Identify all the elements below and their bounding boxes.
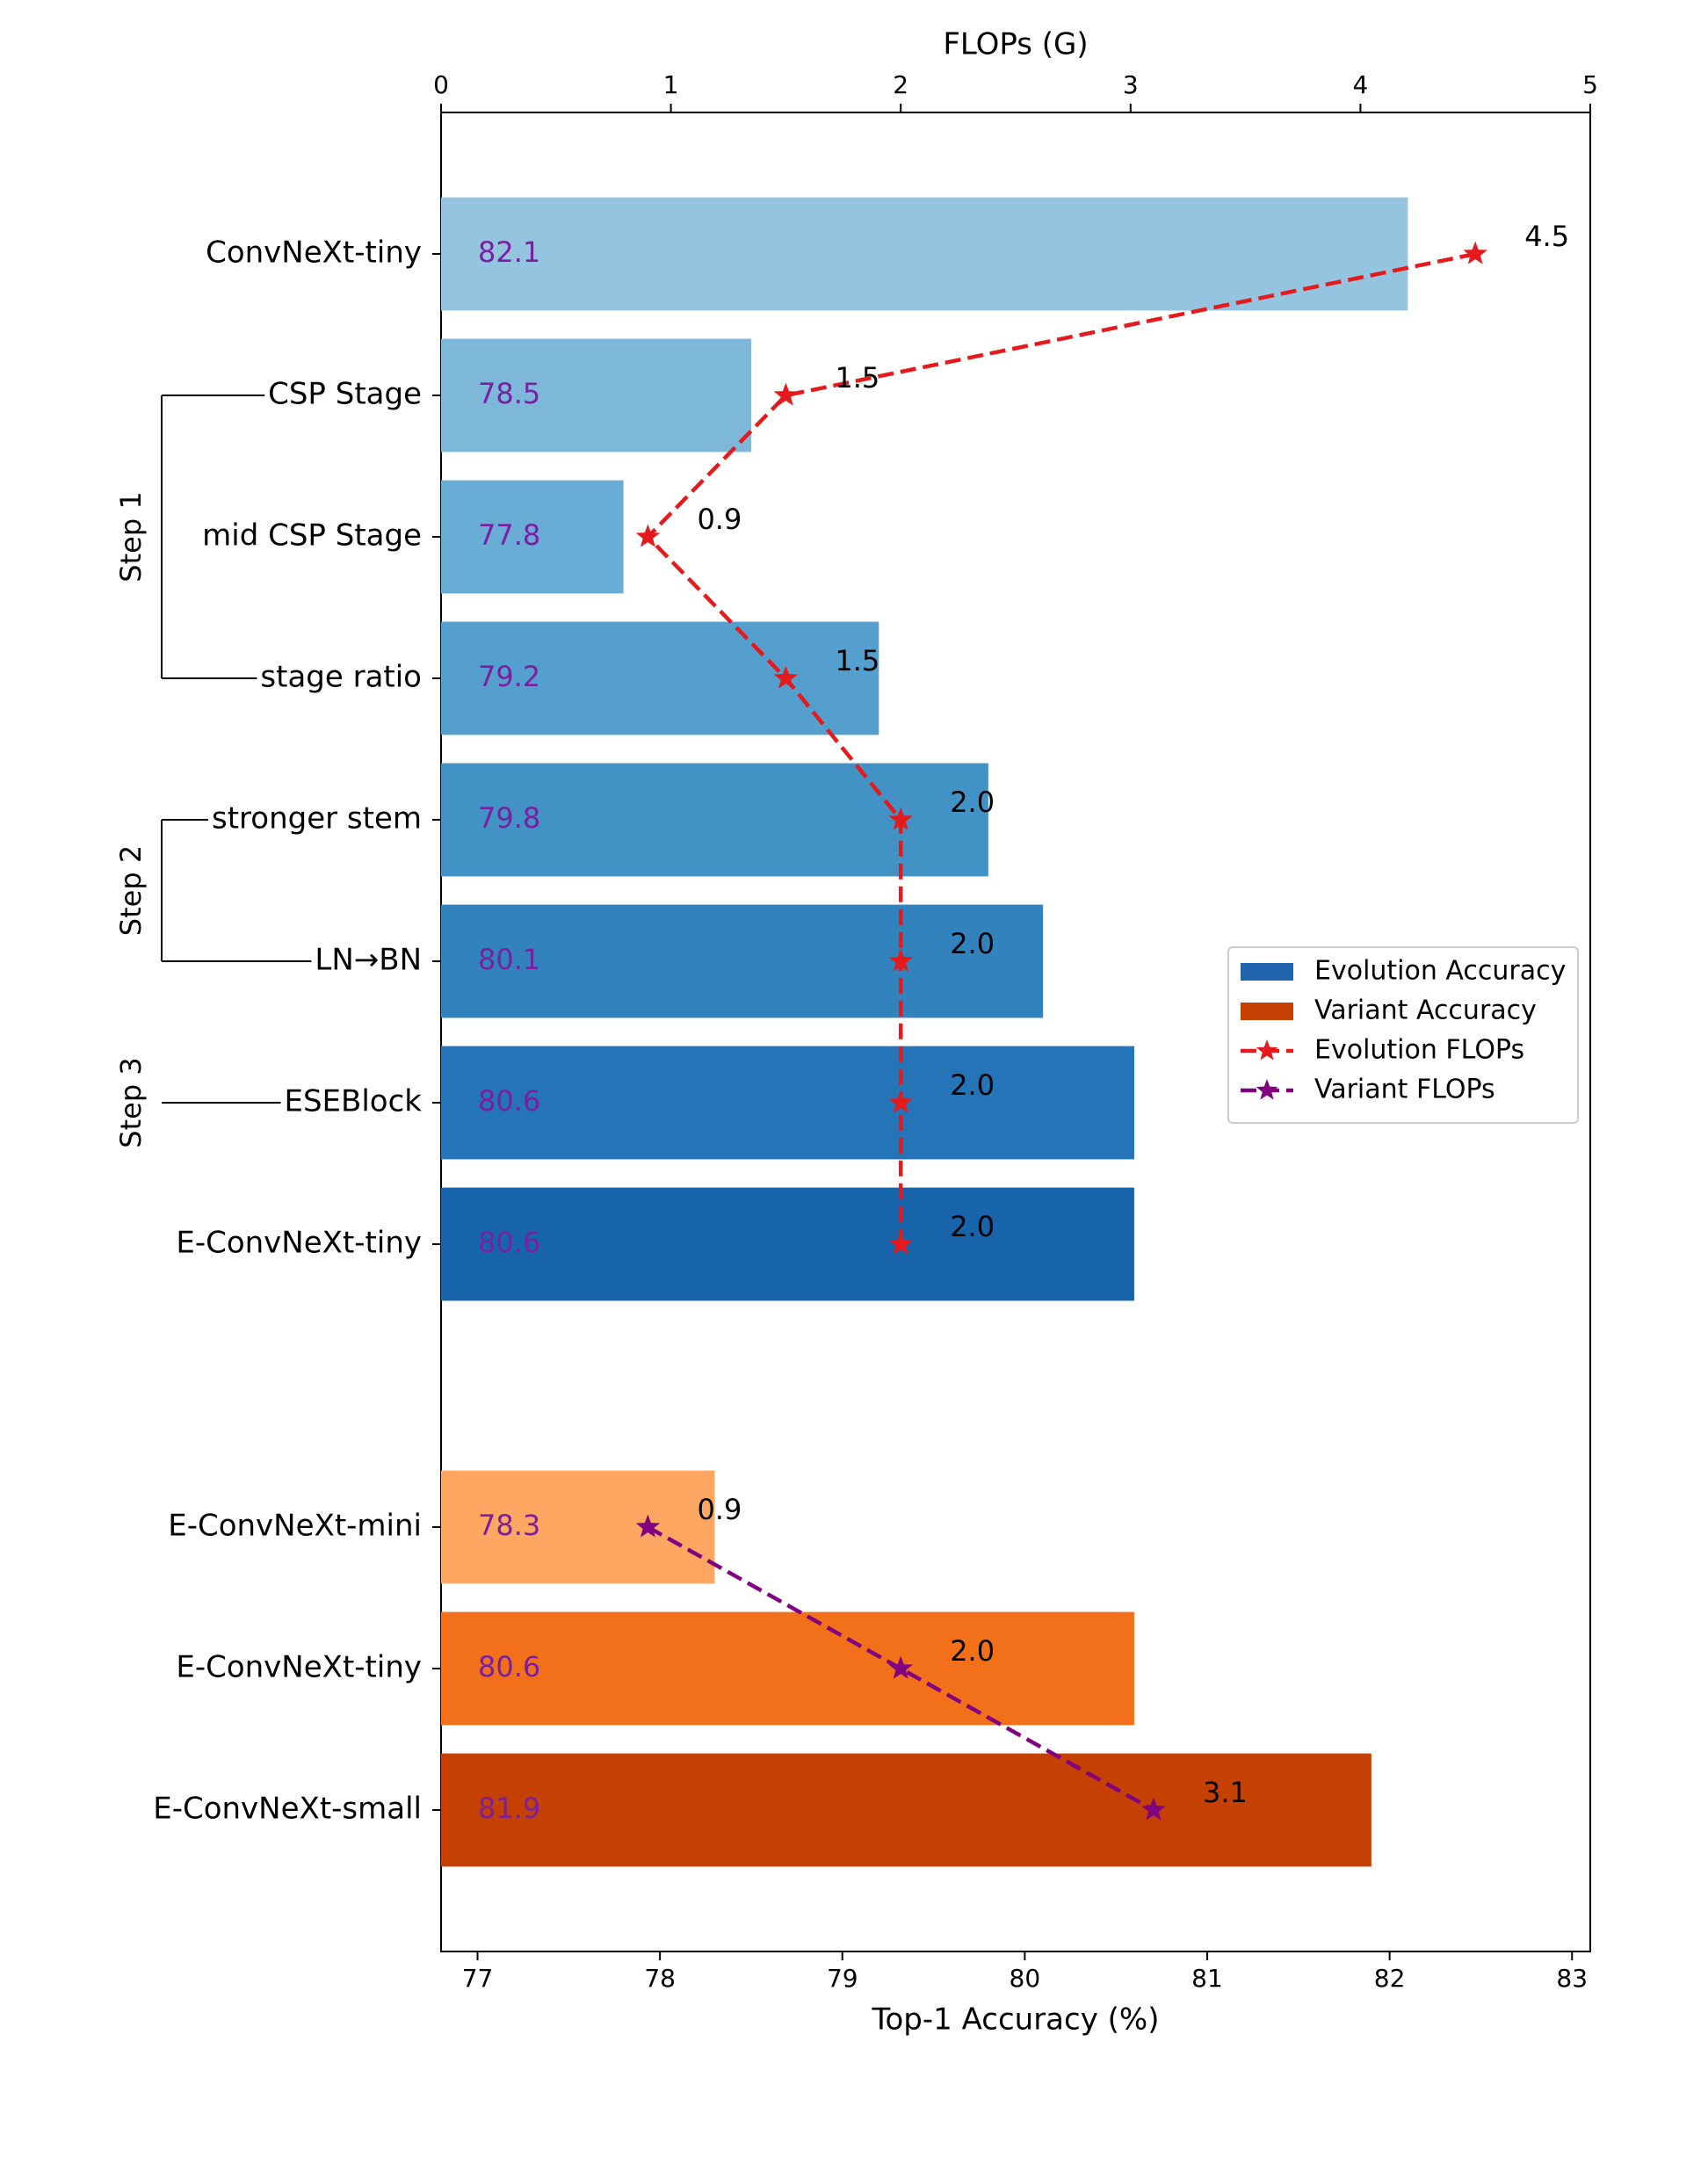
- x-tick-label: 81: [1191, 1964, 1223, 1993]
- bar: [441, 1046, 1134, 1160]
- bar-value-label: 79.8: [478, 801, 540, 835]
- x-axis-label: Top-1 Accuracy (%): [872, 2002, 1160, 2038]
- marker: [1463, 241, 1487, 264]
- marker: [1141, 1797, 1166, 1821]
- legend-swatch: [1241, 963, 1293, 981]
- x-tick-label: 80: [1010, 1964, 1041, 1993]
- bar-value-label: 79.2: [478, 660, 540, 693]
- x2-tick-label: 5: [1582, 70, 1598, 99]
- y-tick-label: ESEBlock: [284, 1084, 422, 1119]
- bar: [441, 1611, 1134, 1726]
- x2-tick-label: 4: [1352, 70, 1368, 99]
- x2-tick-label: 1: [663, 70, 679, 99]
- y-tick-label: E-ConvNeXt-small: [153, 1792, 422, 1827]
- y-tick-label: E-ConvNeXt-tiny: [176, 1650, 422, 1685]
- legend-box: [1227, 946, 1579, 1124]
- bar-value-label: 80.6: [478, 1226, 540, 1259]
- flops-value-label: 2.0: [950, 1634, 995, 1668]
- marker: [888, 948, 913, 972]
- y-tick-label: mid CSP Stage: [202, 518, 422, 554]
- bar: [441, 1470, 715, 1584]
- bar: [441, 1753, 1371, 1867]
- marker: [635, 1514, 661, 1538]
- y-tick-label: E-ConvNeXt-tiny: [176, 1226, 422, 1261]
- legend-swatch: [1241, 1003, 1293, 1020]
- bar-value-label: 77.8: [478, 518, 540, 552]
- y-tick-label: E-ConvNeXt-mini: [168, 1509, 422, 1544]
- marker: [888, 1655, 913, 1679]
- legend-marker: [1256, 1039, 1278, 1061]
- flops-value-label: 0.9: [697, 503, 742, 536]
- y-tick-label: ConvNeXt-tiny: [206, 235, 422, 271]
- bar: [441, 480, 624, 594]
- flops-value-label: 2.0: [950, 927, 995, 960]
- marker: [635, 524, 661, 547]
- y-tick-label: stage ratio: [260, 660, 422, 695]
- step-label: Step 1: [114, 491, 148, 582]
- bar-value-label: 80.1: [478, 943, 540, 976]
- step-label: Step 3: [114, 1057, 148, 1148]
- x2-tick-label: 3: [1123, 70, 1139, 99]
- x-tick-label: 83: [1556, 1964, 1588, 1993]
- marker: [888, 1231, 913, 1255]
- bar: [441, 338, 751, 453]
- marker: [888, 807, 913, 830]
- flops-value-label: 0.9: [697, 1493, 742, 1526]
- x2-tick-label: 0: [433, 70, 449, 99]
- legend-label: Evolution FLOPs: [1314, 1035, 1524, 1066]
- flops-value-label: 2.0: [950, 1068, 995, 1102]
- legend-marker: [1256, 1079, 1278, 1100]
- bar-value-label: 82.1: [478, 235, 540, 269]
- flops-value-label: 1.5: [835, 361, 879, 395]
- flops-value-label: 3.1: [1203, 1776, 1248, 1809]
- bar-value-label: 80.6: [478, 1650, 540, 1683]
- plot-frame: [440, 112, 1591, 1952]
- bar: [441, 904, 1044, 1018]
- x-tick-label: 82: [1374, 1964, 1406, 1993]
- legend-label: Evolution Accuracy: [1314, 956, 1566, 987]
- bar: [441, 621, 879, 735]
- y-tick-label: CSP Stage: [268, 377, 422, 412]
- line: [645, 251, 1476, 1244]
- marker: [888, 1090, 913, 1113]
- bar-value-label: 78.3: [478, 1509, 540, 1542]
- marker: [773, 382, 799, 406]
- x-tick-label: 77: [462, 1964, 494, 1993]
- legend-label: Variant Accuracy: [1314, 996, 1537, 1026]
- step-label: Step 2: [114, 845, 148, 936]
- legend-label: Variant FLOPs: [1314, 1075, 1495, 1105]
- x2-tick-label: 2: [893, 70, 908, 99]
- flops-value-label: 4.5: [1524, 220, 1569, 253]
- bar: [441, 1187, 1134, 1301]
- x-tick-label: 79: [827, 1964, 858, 1993]
- marker: [773, 665, 799, 689]
- flops-value-label: 2.0: [950, 1210, 995, 1243]
- bar-value-label: 78.5: [478, 377, 540, 410]
- y-tick-label: LN→BN: [315, 943, 422, 978]
- y-tick-label: stronger stem: [212, 801, 422, 836]
- x2-axis-label: FLOPs (G): [943, 27, 1088, 62]
- legend: Evolution Accuracy Variant Accuracy Evolut…: [1227, 946, 1579, 1124]
- x-tick-label: 78: [644, 1964, 676, 1993]
- flops-value-label: 1.5: [835, 644, 879, 677]
- bar: [441, 197, 1408, 311]
- bar-value-label: 80.6: [478, 1084, 540, 1118]
- bar-value-label: 81.9: [478, 1792, 540, 1825]
- flops-value-label: 2.0: [950, 786, 995, 819]
